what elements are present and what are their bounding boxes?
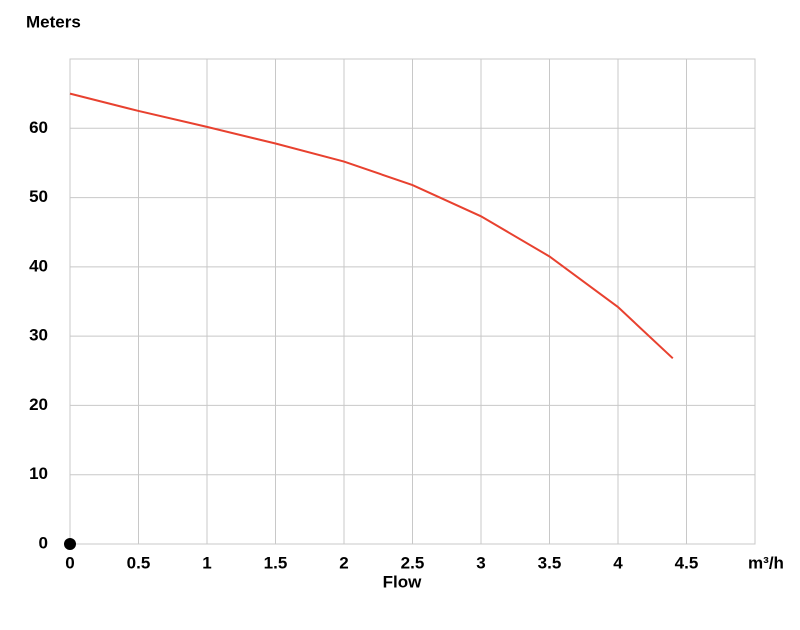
x-tick-label: 3.5 xyxy=(538,553,562,572)
y-tick-label: 20 xyxy=(29,395,48,414)
x-tick-label: 1.5 xyxy=(264,553,288,572)
x-tick-label: 0.5 xyxy=(127,553,151,572)
x-tick-label: 1 xyxy=(202,553,211,572)
x-tick-label: 2.5 xyxy=(401,553,425,572)
operating-point xyxy=(64,538,76,550)
x-tick-label: m³/h xyxy=(748,553,784,572)
y-tick-label: 60 xyxy=(29,118,48,137)
y-tick-label: 50 xyxy=(29,187,48,206)
x-tick-label: 4.5 xyxy=(675,553,699,572)
x-tick-label: 2 xyxy=(339,553,348,572)
x-tick-label: 3 xyxy=(476,553,485,572)
x-tick-label: 4 xyxy=(613,553,623,572)
y-tick-label: 40 xyxy=(29,256,48,275)
y-tick-label: 0 xyxy=(39,533,48,552)
x-tick-label: 0 xyxy=(65,553,74,572)
y-axis-label: Meters xyxy=(26,12,81,31)
x-axis-label: Flow xyxy=(383,572,422,591)
y-tick-label: 10 xyxy=(29,464,48,483)
data-line xyxy=(69,92,674,360)
y-tick-label: 30 xyxy=(29,326,48,345)
